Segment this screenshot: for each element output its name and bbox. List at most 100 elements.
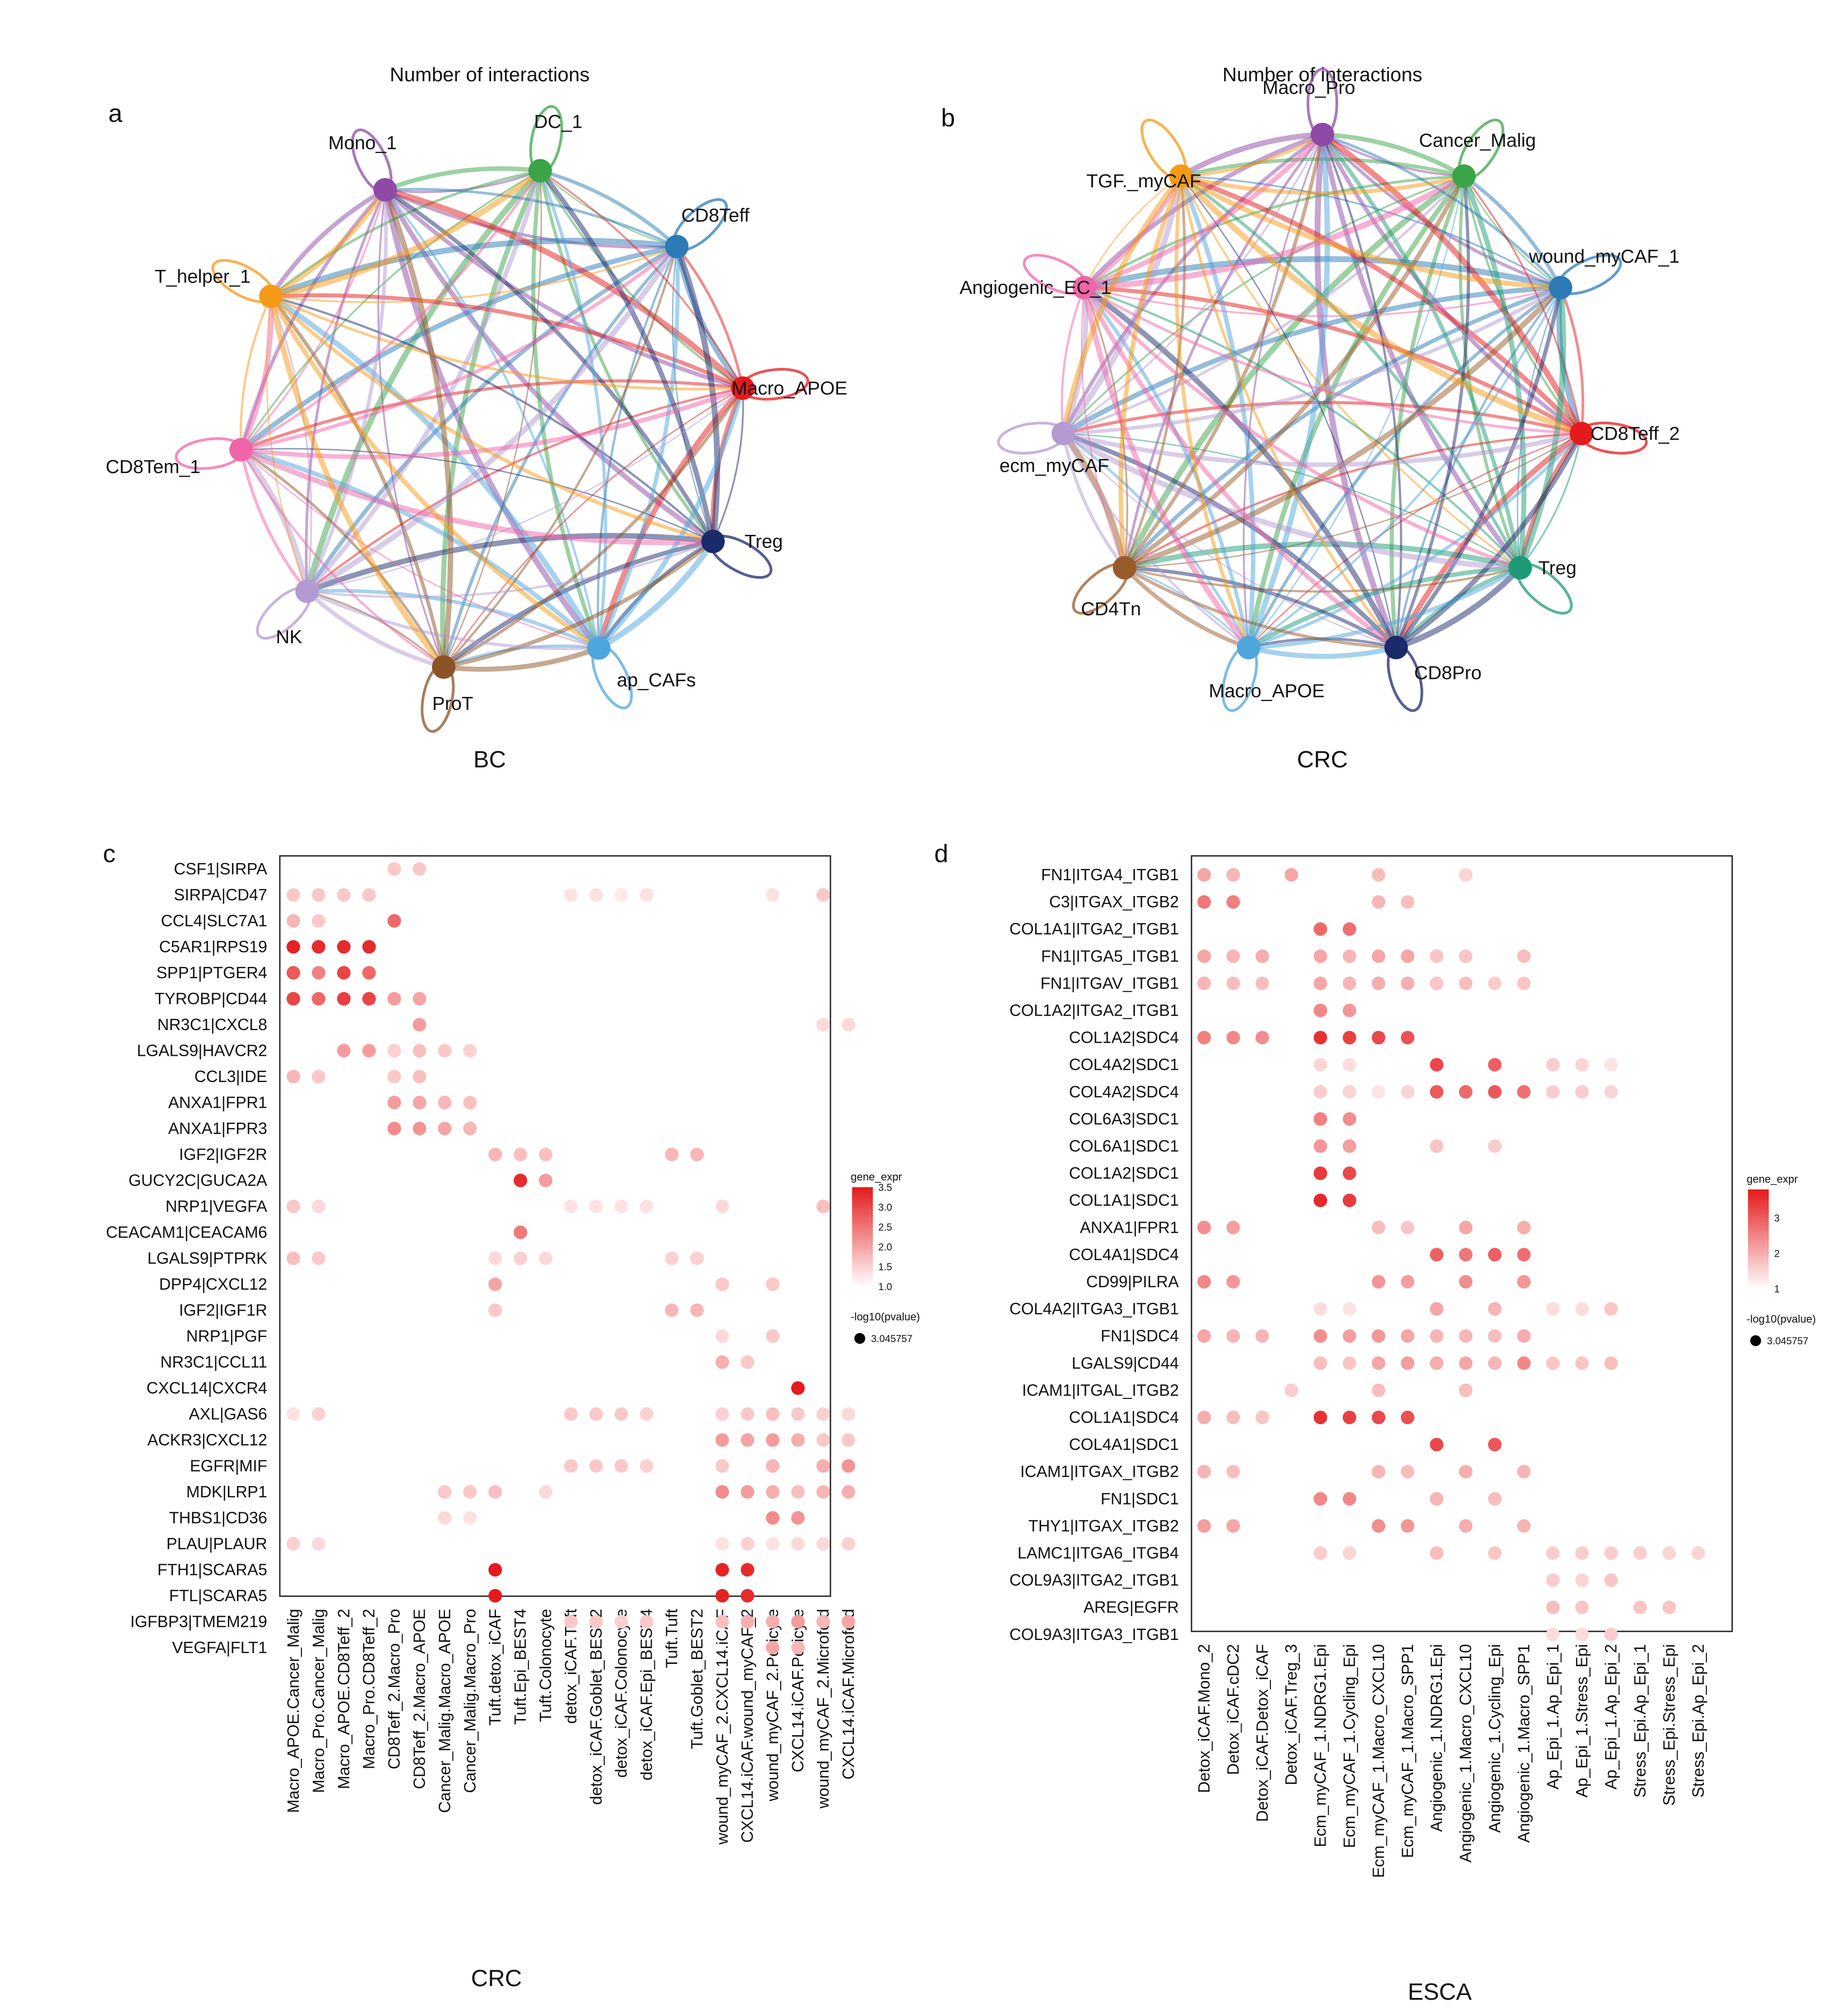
panel-c-legend: gene_expr 3.5 3.0 2.5 2.0 1.5 1.0 -log10(pval… [851, 1171, 920, 1344]
edge-Angiogenic_EC_1-to-CD4Tn [1080, 287, 1126, 568]
dot-LGALS9|PTPRK-Macro_Pro.Cancer_Malig [311, 1251, 325, 1265]
dot-FN1|ITGA5_ITGB1-Ecm_myCAF_1.Macro_CXCL10 [1372, 949, 1386, 963]
dot-LGALS9|PTPRK-Macro_APOE.Cancer_Malig [287, 1251, 300, 1265]
edge-Macro_APOE-to-ProT [443, 387, 743, 668]
dot-FN1|SDC4-Ecm_myCAF_1.Macro_CXCL10 [1372, 1329, 1386, 1343]
dot-EGFR|MIF-detox_iCAF.Epi_BEST4 [640, 1459, 654, 1473]
panel-a-nodes: Mono_1 DC_1 CD8Teff Macro_APOE Treg ap_CAFs Pr… [106, 111, 847, 714]
edge-CD8Pro-to-CD8Teff_2 [1395, 432, 1584, 650]
dot-EGFR|MIF-wound_myCAF_2.Microfold [816, 1459, 830, 1473]
edge-TGF._myCAF-to-CD8Pro [1179, 176, 1397, 649]
dot-SIRPA|CD47-Macro_Pro.Cancer_Malig [311, 888, 325, 902]
dot-ANXA1|FPR1-Angiogenic_1.Macro_CXCL10 [1459, 1221, 1473, 1235]
dot-EGFR|MIF-detox_iCAF.Colonocyte [614, 1459, 628, 1473]
dot-COL6A1|SDC1-Angiogenic_1.NDRG1.Epi [1430, 1139, 1444, 1153]
edge-CD4Tn-to-wound_myCAF_1 [1123, 285, 1562, 571]
edge-ecm_myCAF-to-Cancer_Malig [1062, 175, 1465, 435]
dot-C5AR1|RPS19-Macro_APOE.Cancer_Malig [287, 940, 300, 954]
dot-FN1|SDC1-Ecm_myCAF_1.NDRG1.Epi [1313, 1492, 1327, 1506]
dot-COL4A2|SDC4-Ap_Epi_1.Ap_Epi_1 [1546, 1085, 1560, 1099]
dot-COL9A3|ITGA3_ITGB1-Ap_Epi_1.Ap_Epi_1 [1546, 1627, 1560, 1641]
dot-ICAM1|ITGAX_ITGB2-Ecm_myCAF_1.Macro_CXCL10 [1372, 1465, 1386, 1479]
edge-CD8Teff_2-to-wound_myCAF_1 [1559, 287, 1585, 434]
y-tick-label: GUCY2C|GUCA2A [129, 1171, 267, 1189]
dot-LGALS9|CD44-Ecm_myCAF_1.NDRG1.Epi [1313, 1356, 1327, 1370]
x-tick-label: Cancer_Malig.Macro_Pro [460, 1609, 479, 1793]
edge-T_helper_1-to-Mono_1 [269, 188, 387, 299]
y-tick-label: COL9A3|ITGA3_ITGB1 [1009, 1625, 1179, 1644]
dot-FTL|SCARA5-CXCL14.iCAF.wound_myCAF_2 [741, 1589, 755, 1603]
panel-d-colorbar [1748, 1189, 1769, 1289]
dot-NR3C1|CXCL8-CXCL14.iCAF.Microfold [841, 1018, 855, 1031]
node-Macro_APOE [731, 376, 755, 400]
dot-ANXA1|FPR3-Cancer_Malig.Macro_Pro [463, 1122, 477, 1135]
dot-FTH1|SCARA5-CXCL14.iCAF.wound_myCAF_2 [741, 1563, 755, 1577]
dot-IGF2|IGF2R-Tuft.detox_iCAF [488, 1147, 502, 1161]
dot-FN1|ITGA4_ITGB1-Angiogenic_1.Macro_CXCL10 [1459, 868, 1473, 882]
node-ecm_myCAF [1051, 422, 1075, 446]
y-tick-label: C5AR1|RPS19 [159, 938, 267, 956]
dot-CCL3|IDE-CD8Teff_2.Macro_Pro [387, 1070, 401, 1083]
dot-COL4A2|ITGA3_ITGB1-Angiogenic_1.NDRG1.Epi [1430, 1302, 1444, 1316]
edge-ap_CAFs-to-CD8Teff [597, 246, 680, 649]
dot-DPP4|CXCL12-Tuft.detox_iCAF [488, 1277, 502, 1291]
panel-a-title: Number of interactions [390, 64, 590, 86]
y-tick-label: SIRPA|CD47 [174, 886, 267, 904]
dot-NRP1|PGF-wound_myCAF_2.Pericyte [766, 1329, 780, 1343]
panel-d-dots [1197, 868, 1705, 1641]
y-tick-label: CD99|PILRA [1086, 1273, 1179, 1291]
dot-LGALS9|PTPRK-Tuft.Goblet_BEST2 [690, 1251, 704, 1265]
dot-COL6A3|SDC1-Ecm_myCAF_1.NDRG1.Epi [1313, 1112, 1327, 1126]
dot-ANXA1|FPR1-Angiogenic_1.Macro_SPP1 [1517, 1221, 1531, 1235]
dot-CCL4|SLC7A1-CD8Teff_2.Macro_Pro [387, 914, 401, 928]
dot-THY1|ITGAX_ITGB2-Angiogenic_1.Macro_CXCL10 [1459, 1519, 1473, 1533]
dot-ICAM1|ITGAX_ITGB2-Angiogenic_1.Macro_SPP1 [1517, 1465, 1531, 1479]
dot-COL4A2|ITGA3_ITGB1-Ap_Epi_1.Ap_Epi_2 [1604, 1302, 1618, 1316]
dot-AREG|EGFR-Ap_Epi_1.Ap_Epi_1 [1546, 1600, 1560, 1614]
edge-TGF._myCAF-to-Angiogenic_EC_1 [1084, 175, 1182, 288]
dot-NRP1|VEGFA-detox_iCAF.Goblet_BEST2 [589, 1199, 603, 1213]
y-tick-label: COL1A2|SDC4 [1069, 1028, 1179, 1047]
dot-COL4A2|SDC4-Ap_Epi_1.Ap_Epi_2 [1604, 1085, 1618, 1099]
edge-TGF._myCAF-to-Treg [1180, 176, 1521, 569]
node-label-CD8Teff_2: CD8Teff_2 [1590, 423, 1680, 444]
dot-LAMC1|ITGA6_ITGB4-Ap_Epi_1.Stress_Epi [1575, 1546, 1589, 1560]
node-Cancer_Malig [1452, 164, 1476, 188]
panel-d-legend-size-value: 3.045757 [1767, 1335, 1808, 1347]
node-label-CD8Tem_1: CD8Tem_1 [106, 456, 200, 477]
dot-AXL|GAS6-Macro_APOE.Cancer_Malig [287, 1407, 300, 1421]
dot-ANXA1|FPR1-Cancer_Malig.Macro_Pro [463, 1096, 477, 1110]
dot-ACKR3|CXCL12-CXCL14.iCAF.Pericyte [791, 1433, 805, 1447]
edge-ap_CAFs-to-Treg [597, 539, 716, 651]
panel-b-title: Number of interactions [1223, 64, 1423, 86]
edge-TGF._myCAF-to-Macro_Pro [1181, 133, 1323, 178]
dot-COL1A2|SDC1-Ecm_myCAF_1.NDRG1.Epi [1313, 1166, 1327, 1180]
edge-T_helper_1-to-ProT [268, 296, 446, 669]
edge-CD8Pro-to-Cancer_Malig [1395, 176, 1470, 648]
edge-Treg-to-Angiogenic_EC_1 [1084, 286, 1521, 569]
dot-NRP1|VEGFA-wound_myCAF_2.CXCL14.iCAF [715, 1199, 729, 1213]
y-tick-label: IGFBP3|TMEM219 [130, 1612, 267, 1631]
dot-COL4A1|SDC4-Angiogenic_1.Macro_CXCL10 [1459, 1248, 1473, 1262]
y-tick-label: COL6A3|SDC1 [1069, 1110, 1179, 1128]
dot-FN1|SDC4-Angiogenic_1.NDRG1.Epi [1430, 1329, 1444, 1343]
node-NK [295, 579, 319, 603]
edge-ap_CAFs-to-CD8Tem_1 [240, 447, 601, 650]
dot-AXL|GAS6-wound_myCAF_2.CXCL14.iCAF [715, 1407, 729, 1421]
dot-COL4A2|SDC1-Angiogenic_1.NDRG1.Epi [1430, 1058, 1444, 1072]
dot-FN1|ITGA5_ITGB1-Angiogenic_1.Macro_SPP1 [1517, 949, 1531, 963]
edge-NK-to-ProT [306, 590, 445, 669]
dot-NR3C1|CXCL8-CD8Teff_2.Macro_APOE [413, 1018, 427, 1031]
edge-Macro_Pro-to-Angiogenic_EC_1 [1082, 132, 1323, 289]
colorbar-tick-label: 1 [1774, 1283, 1780, 1295]
dot-COL4A2|SDC1-Ecm_myCAF_1.Cycling_Epi [1343, 1058, 1356, 1072]
edge-CD8Teff-to-ap_CAFs [597, 246, 678, 648]
edge-Treg-to-CD8Teff [674, 245, 720, 542]
edge-Macro_APOE-to-TGF._myCAF [1178, 175, 1256, 648]
edge-Angiogenic_EC_1-to-CD8Teff_2 [1083, 286, 1582, 435]
node-label-Macro_Pro: Macro_Pro [1262, 77, 1355, 98]
dot-COL1A1|SDC4-Ecm_myCAF_1.Macro_SPP1 [1400, 1411, 1414, 1424]
dot-LGALS9|PTPRK-Tuft.Epi_BEST4 [514, 1251, 528, 1265]
panel-b-caption: CRC [1297, 747, 1348, 773]
dot-COL4A2|SDC4-Angiogenic_1.Macro_CXCL10 [1459, 1085, 1473, 1099]
